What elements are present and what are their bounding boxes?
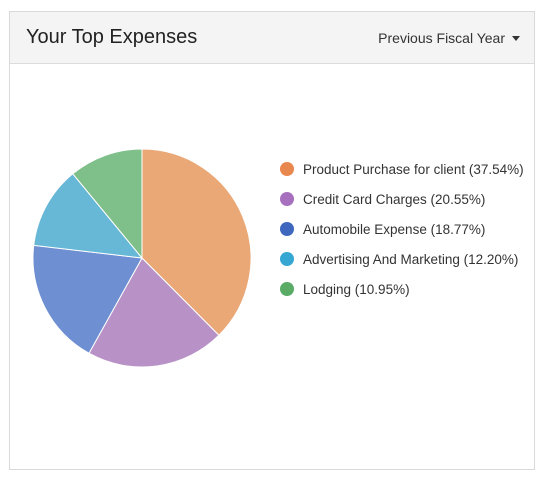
legend-item[interactable]: Lodging (10.95%) [280,274,527,304]
pie-slice[interactable] [88,257,220,368]
legend-label: Advertising And Marketing (12.20%) [303,251,519,267]
pie-slice[interactable] [33,173,144,259]
chart-area: Product Purchase for client (37.54%) Cred… [10,64,534,469]
legend-swatch [280,192,294,206]
card-header: Your Top Expenses Previous Fiscal Year [10,12,534,64]
pie-slice[interactable] [72,148,143,260]
pie-slice[interactable] [141,148,252,336]
legend-item[interactable]: Automobile Expense (18.77%) [280,214,527,244]
chart-legend: Product Purchase for client (37.54%) Cred… [280,154,527,304]
legend-label: Lodging (10.95%) [303,281,410,297]
legend-item[interactable]: Credit Card Charges (20.55%) [280,184,527,214]
legend-label: Automobile Expense (18.77%) [303,221,486,237]
legend-swatch [280,252,294,266]
pie-slice[interactable] [32,244,143,354]
period-dropdown[interactable]: Previous Fiscal Year [378,30,520,46]
caret-down-icon [512,36,520,41]
expense-pie-chart [32,148,252,368]
top-expenses-card: Your Top Expenses Previous Fiscal Year P… [9,11,535,470]
legend-item[interactable]: Advertising And Marketing (12.20%) [280,244,527,274]
legend-swatch [280,222,294,236]
legend-label: Product Purchase for client (37.54%) [303,161,524,177]
card-title: Your Top Expenses [26,26,198,48]
legend-label: Credit Card Charges (20.55%) [303,191,486,207]
period-label: Previous Fiscal Year [378,29,505,46]
legend-item[interactable]: Product Purchase for client (37.54%) [280,154,527,184]
legend-swatch [280,282,294,296]
legend-swatch [280,162,294,176]
